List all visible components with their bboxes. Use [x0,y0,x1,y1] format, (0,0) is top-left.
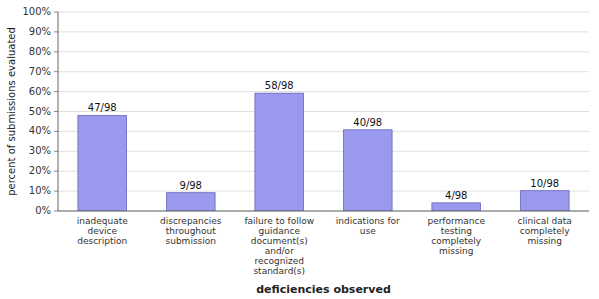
tick-label: 40% [29,125,51,136]
data-label: 47/98 [88,102,117,113]
tick-label: inadequatedevicedescription [77,216,128,246]
tick-mark [54,111,58,112]
tick-label: 10% [29,185,51,196]
tick-mark [54,191,58,192]
tick-label: clinical datacompletelymissing [518,216,572,246]
tick-label: 0% [35,205,51,216]
grid-line [58,31,589,32]
chart-container: 0% 10% 20% 30% 40% 50% 60% 70% 80% 90% 100% 47/98 9/… [0,0,599,299]
bar [255,93,304,211]
bar [343,130,392,211]
tick-label: 70% [29,66,51,77]
grid-line [58,111,589,112]
bar [166,193,215,211]
bar [432,203,481,211]
grid-line [58,51,589,52]
tick-mark [54,12,58,13]
tick-label: 30% [29,145,51,156]
data-label: 58/98 [265,80,294,91]
tick-mark [54,31,58,32]
y-axis-line [58,12,59,211]
grid-line [58,71,589,72]
tick-mark [54,51,58,52]
tick-label: 50% [29,106,51,117]
tick-label: failure to followguidancedocument(s)and/… [244,216,314,276]
data-label: 10/98 [530,178,559,189]
tick-label: 90% [29,26,51,37]
chart: 0% 10% 20% 30% 40% 50% 60% 70% 80% 90% 100% 47/98 9/… [0,0,599,299]
x-axis-line [58,211,589,212]
grid-line [58,191,589,192]
x-axis: inadequatedevicedescription discrepancies… [77,216,572,276]
grid-line [58,12,589,13]
grid-line [58,151,589,152]
bar [78,115,127,211]
grid-line [58,91,589,92]
data-label: 40/98 [353,117,382,128]
bar [520,191,569,211]
tick-label: 80% [29,46,51,57]
grid-line [58,211,589,212]
tick-label: 100% [22,6,51,17]
data-label: 4/98 [445,190,467,201]
tick-label: 60% [29,86,51,97]
x-axis-label: deficiencies observed [256,283,391,296]
tick-label: indications foruse [336,216,400,236]
tick-label: discrepanciesthroughoutsubmission [160,216,222,246]
y-axis-label: percent of submissions evaluated [6,27,17,196]
tick-mark [54,151,58,152]
y-axis: 0% 10% 20% 30% 40% 50% 60% 70% 80% 90% 100% [22,6,589,216]
tick-label: 20% [29,165,51,176]
tick-label: performancetestingcompletelymissing [427,216,485,256]
bars [78,93,569,211]
tick-mark [54,91,58,92]
data-labels: 47/98 9/98 58/98 40/98 4/98 10/98 [88,80,559,201]
tick-mark [54,131,58,132]
grid-line [58,171,589,172]
tick-mark [54,171,58,172]
grid-line [58,131,589,132]
data-label: 9/98 [180,180,202,191]
tick-mark [54,211,58,212]
tick-mark [54,71,58,72]
